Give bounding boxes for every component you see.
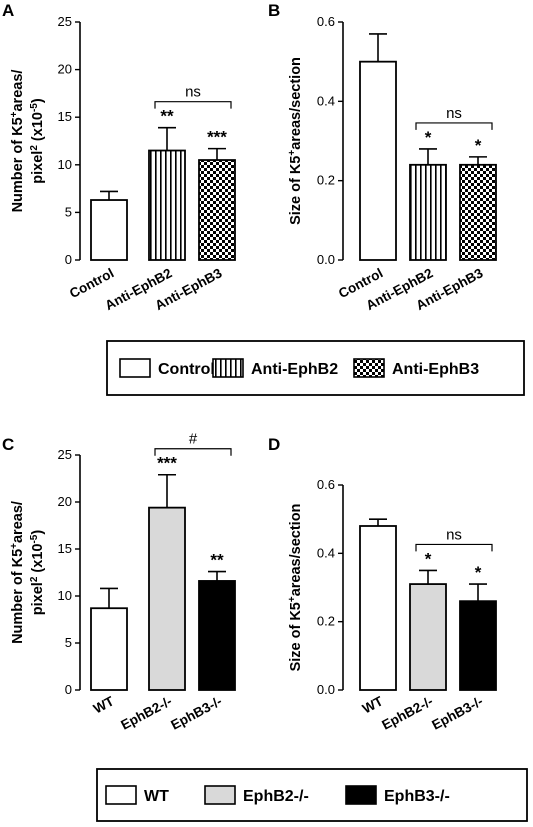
significance-label: **	[210, 551, 224, 570]
legend-swatch	[345, 785, 377, 805]
legend-swatch	[105, 785, 137, 805]
y-tick-label: 0	[65, 682, 72, 697]
y-tick-label: 0.2	[317, 614, 335, 629]
legend-swatch	[212, 358, 244, 378]
bar-3	[459, 163, 497, 261]
legend-swatch	[353, 358, 385, 378]
y-tick-label: 15	[58, 541, 72, 556]
category-label: WT	[91, 693, 117, 716]
legend-2: WT EphB2-/- EphB3-/-	[96, 768, 528, 822]
legend-swatch	[119, 358, 151, 378]
panel-letter: B	[268, 1, 280, 20]
y-tick-label: 0	[65, 252, 72, 267]
y-axis-label: Size of K5+areas/section	[287, 504, 304, 672]
y-tick-label: 15	[58, 109, 72, 124]
y-tick-label: 5	[65, 635, 72, 650]
bar-3	[198, 159, 236, 261]
bracket-label: ns	[446, 105, 462, 122]
y-tick-label: 20	[58, 494, 72, 509]
significance-label: *	[425, 128, 432, 147]
legend-1: Control Anti-EphB2 Anti-EphB3	[106, 340, 525, 396]
y-tick-label: 0.4	[317, 93, 335, 108]
significance-label: ***	[207, 128, 227, 147]
panel-letter: A	[2, 1, 14, 20]
bracket-label: ns	[446, 526, 462, 543]
y-tick-label: 0.0	[317, 682, 335, 697]
y-tick-label: 20	[58, 62, 72, 77]
bracket-label: ns	[185, 84, 201, 101]
y-tick-label: 0.2	[317, 173, 335, 188]
category-label: EphB2-/-	[118, 693, 174, 732]
legend-box	[106, 340, 525, 396]
bar-1	[359, 60, 397, 261]
category-label: EphB3-/-	[429, 693, 485, 732]
y-tick-label: 10	[58, 157, 72, 172]
y-axis-label: Size of K5+areas/section	[287, 57, 304, 225]
legend-label: Control	[158, 361, 215, 378]
y-tick-label: 0.6	[317, 14, 335, 29]
category-label: EphB2-/-	[379, 693, 435, 732]
legend-label: EphB2-/-	[243, 788, 309, 805]
y-axis-label-line2: pixel2 (x10-5)	[29, 530, 46, 616]
y-axis-label-line2: pixel2 (x10-5)	[29, 98, 46, 184]
significance-label: *	[475, 563, 482, 582]
significance-label: *	[475, 136, 482, 155]
significance-label: ***	[157, 454, 177, 473]
bar-1	[359, 525, 397, 691]
y-tick-label: 25	[58, 14, 72, 29]
comparison-bracket	[154, 101, 232, 109]
bar-1	[90, 199, 128, 261]
legend-label: WT	[144, 788, 169, 805]
category-label: EphB3-/-	[168, 693, 224, 732]
panel-letter: D	[268, 435, 280, 454]
comparison-bracket	[154, 448, 232, 456]
legend-label: Anti-EphB3	[392, 361, 479, 378]
bar-2	[148, 506, 186, 691]
significance-label: **	[160, 107, 174, 126]
bar-3	[459, 600, 497, 691]
legend-label: EphB3-/-	[384, 788, 450, 805]
y-axis-label: Number of K5+areas/	[9, 70, 26, 213]
panel-c: C 0 5 10 15 20 25 Number of K5+areas/pixel2 (x1…	[2, 431, 236, 733]
bracket-label: #	[189, 431, 198, 448]
legend-label: Anti-EphB2	[251, 361, 338, 378]
panel-d: D 0.0 0.2 0.4 0.6 Size of K5+areas/section WT *…	[268, 435, 497, 733]
y-tick-label: 10	[58, 588, 72, 603]
y-tick-label: 0.4	[317, 545, 335, 560]
bar-1	[90, 607, 128, 691]
panel-letter: C	[2, 435, 14, 454]
y-tick-label: 0.6	[317, 477, 335, 492]
y-tick-label: 25	[58, 447, 72, 462]
bar-2	[148, 149, 186, 261]
y-axis-label: Number of K5+areas/	[9, 501, 26, 644]
legend-box	[96, 768, 528, 822]
bar-3	[198, 580, 236, 691]
y-tick-label: 5	[65, 204, 72, 219]
bar-2	[409, 583, 447, 691]
panel-a: A 0 5 10 15 20 25 Number of K5+areas/pixel2 (x1…	[2, 1, 236, 313]
category-label: WT	[360, 693, 386, 716]
bar-2	[409, 163, 447, 261]
comparison-bracket	[415, 543, 493, 552]
comparison-bracket	[415, 122, 493, 130]
legend-swatch	[204, 785, 236, 805]
significance-label: *	[425, 549, 432, 568]
y-tick-label: 0.0	[317, 252, 335, 267]
